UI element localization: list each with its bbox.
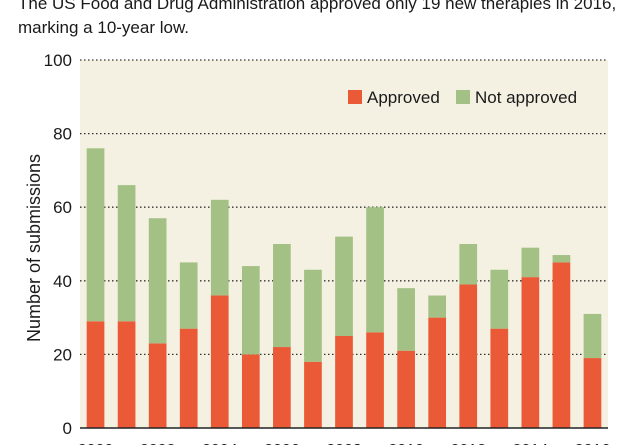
x-tick-label-2006: 2006 (264, 442, 300, 445)
x-tick-label-2002: 2002 (140, 442, 176, 445)
y-tick-label-40: 40 (53, 272, 72, 291)
bar-approved-2013 (490, 328, 509, 428)
bars (86, 148, 602, 428)
bar-approved-2000 (86, 321, 105, 428)
bar-not-approved-2011 (428, 295, 447, 318)
bar-not-approved-2014 (521, 247, 540, 278)
bar-not-approved-2006 (273, 244, 291, 348)
y-tick-label-20: 20 (53, 345, 72, 364)
bar-not-approved-2007 (304, 269, 322, 362)
legend-label-not-approved: Not approved (475, 88, 577, 107)
x-tick-label-2004: 2004 (202, 442, 238, 445)
bar-approved-2002 (148, 343, 167, 428)
x-tick-labels: 2000 2002 2004 2006 2008 2010 2012 2014 2016 (78, 442, 611, 445)
bar-not-approved-2003 (179, 262, 198, 329)
bar-not-approved-2001 (117, 185, 136, 322)
bar-approved-2006 (273, 347, 291, 428)
x-tick-label-2000: 2000 (78, 442, 114, 445)
bar-approved-2016 (583, 358, 602, 428)
bar-not-approved-2002 (148, 218, 167, 344)
y-tick-label-0: 0 (63, 419, 72, 438)
bar-approved-2009 (366, 332, 384, 428)
x-tick-label-2010: 2010 (388, 442, 424, 445)
bar-approved-2011 (428, 317, 447, 428)
bar-approved-2001 (117, 321, 136, 428)
bar-approved-2007 (304, 361, 322, 428)
bar-not-approved-2008 (335, 236, 353, 336)
bar-approved-2010 (397, 350, 415, 428)
bar-not-approved-2016 (583, 313, 602, 359)
bar-not-approved-2012 (459, 244, 478, 285)
y-tick-label-80: 80 (53, 125, 72, 144)
x-tick-label-2014: 2014 (513, 442, 549, 445)
bar-not-approved-2015 (552, 255, 571, 263)
legend-label-approved: Approved (367, 88, 440, 107)
bar-approved-2014 (521, 277, 540, 428)
chart-caption: The US Food and Drug Administration appr… (18, 0, 617, 37)
x-tick-label-2016: 2016 (575, 442, 611, 445)
bar-approved-2003 (179, 328, 198, 428)
y-axis-label: Number of submissions (24, 154, 44, 342)
y-tick-label-100: 100 (44, 51, 72, 70)
bar-approved-2015 (552, 262, 571, 428)
x-tick-label-2012: 2012 (450, 442, 486, 445)
y-tick-label-60: 60 (53, 198, 72, 217)
bar-not-approved-2000 (86, 148, 105, 322)
legend-swatch-approved (348, 90, 362, 104)
bar-approved-2012 (459, 284, 478, 428)
x-tick-label-2008: 2008 (326, 442, 362, 445)
y-tick-labels: 0 20 40 60 80 100 (44, 51, 72, 438)
bar-approved-2008 (335, 336, 353, 428)
bar-not-approved-2005 (241, 266, 260, 355)
bar-not-approved-2004 (210, 199, 229, 296)
bar-approved-2005 (241, 354, 260, 428)
legend: Approved Not approved (348, 88, 577, 107)
bar-approved-2004 (210, 295, 229, 428)
bar-not-approved-2013 (490, 269, 509, 329)
bar-not-approved-2010 (397, 288, 415, 351)
legend-swatch-not-approved (456, 90, 470, 104)
bar-not-approved-2009 (366, 207, 384, 333)
